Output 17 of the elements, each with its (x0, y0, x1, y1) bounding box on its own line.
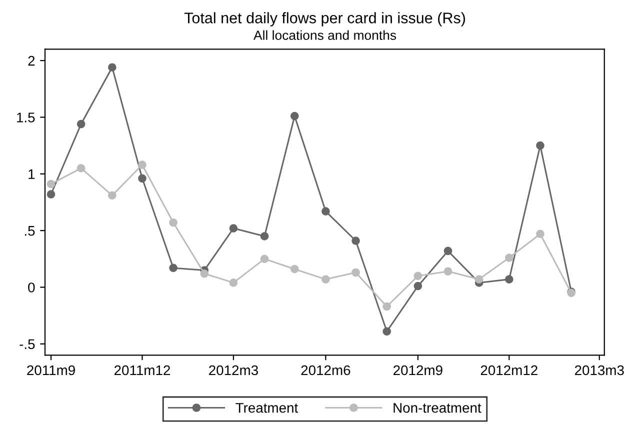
legend-label: Treatment (236, 403, 298, 413)
y-tick-label: 2 (28, 56, 35, 66)
x-tick-label: 2011m9 (27, 365, 75, 376)
legend-label: Non-treatment (394, 403, 482, 413)
x-tick-label: 2011m12 (114, 365, 170, 376)
x-tick-label: 2013m3 (574, 365, 624, 376)
y-tick-label: .5 (24, 226, 35, 236)
chart-subtitle: All locations and months (254, 30, 396, 40)
x-tick-label: 2012m12 (480, 365, 538, 376)
y-tick-label: 0 (28, 282, 35, 292)
y-tick-label: 1 (28, 169, 35, 179)
chart-title: Total net daily flows per card in issue (Rs) (184, 12, 466, 26)
x-tick-label: 2012m9 (394, 365, 442, 376)
y-tick-label: 1.5 (17, 112, 35, 122)
x-tick-label: 2012m6 (301, 365, 350, 376)
x-tick-label: 2012m3 (209, 365, 258, 376)
y-tick-label: -.5 (20, 339, 35, 350)
